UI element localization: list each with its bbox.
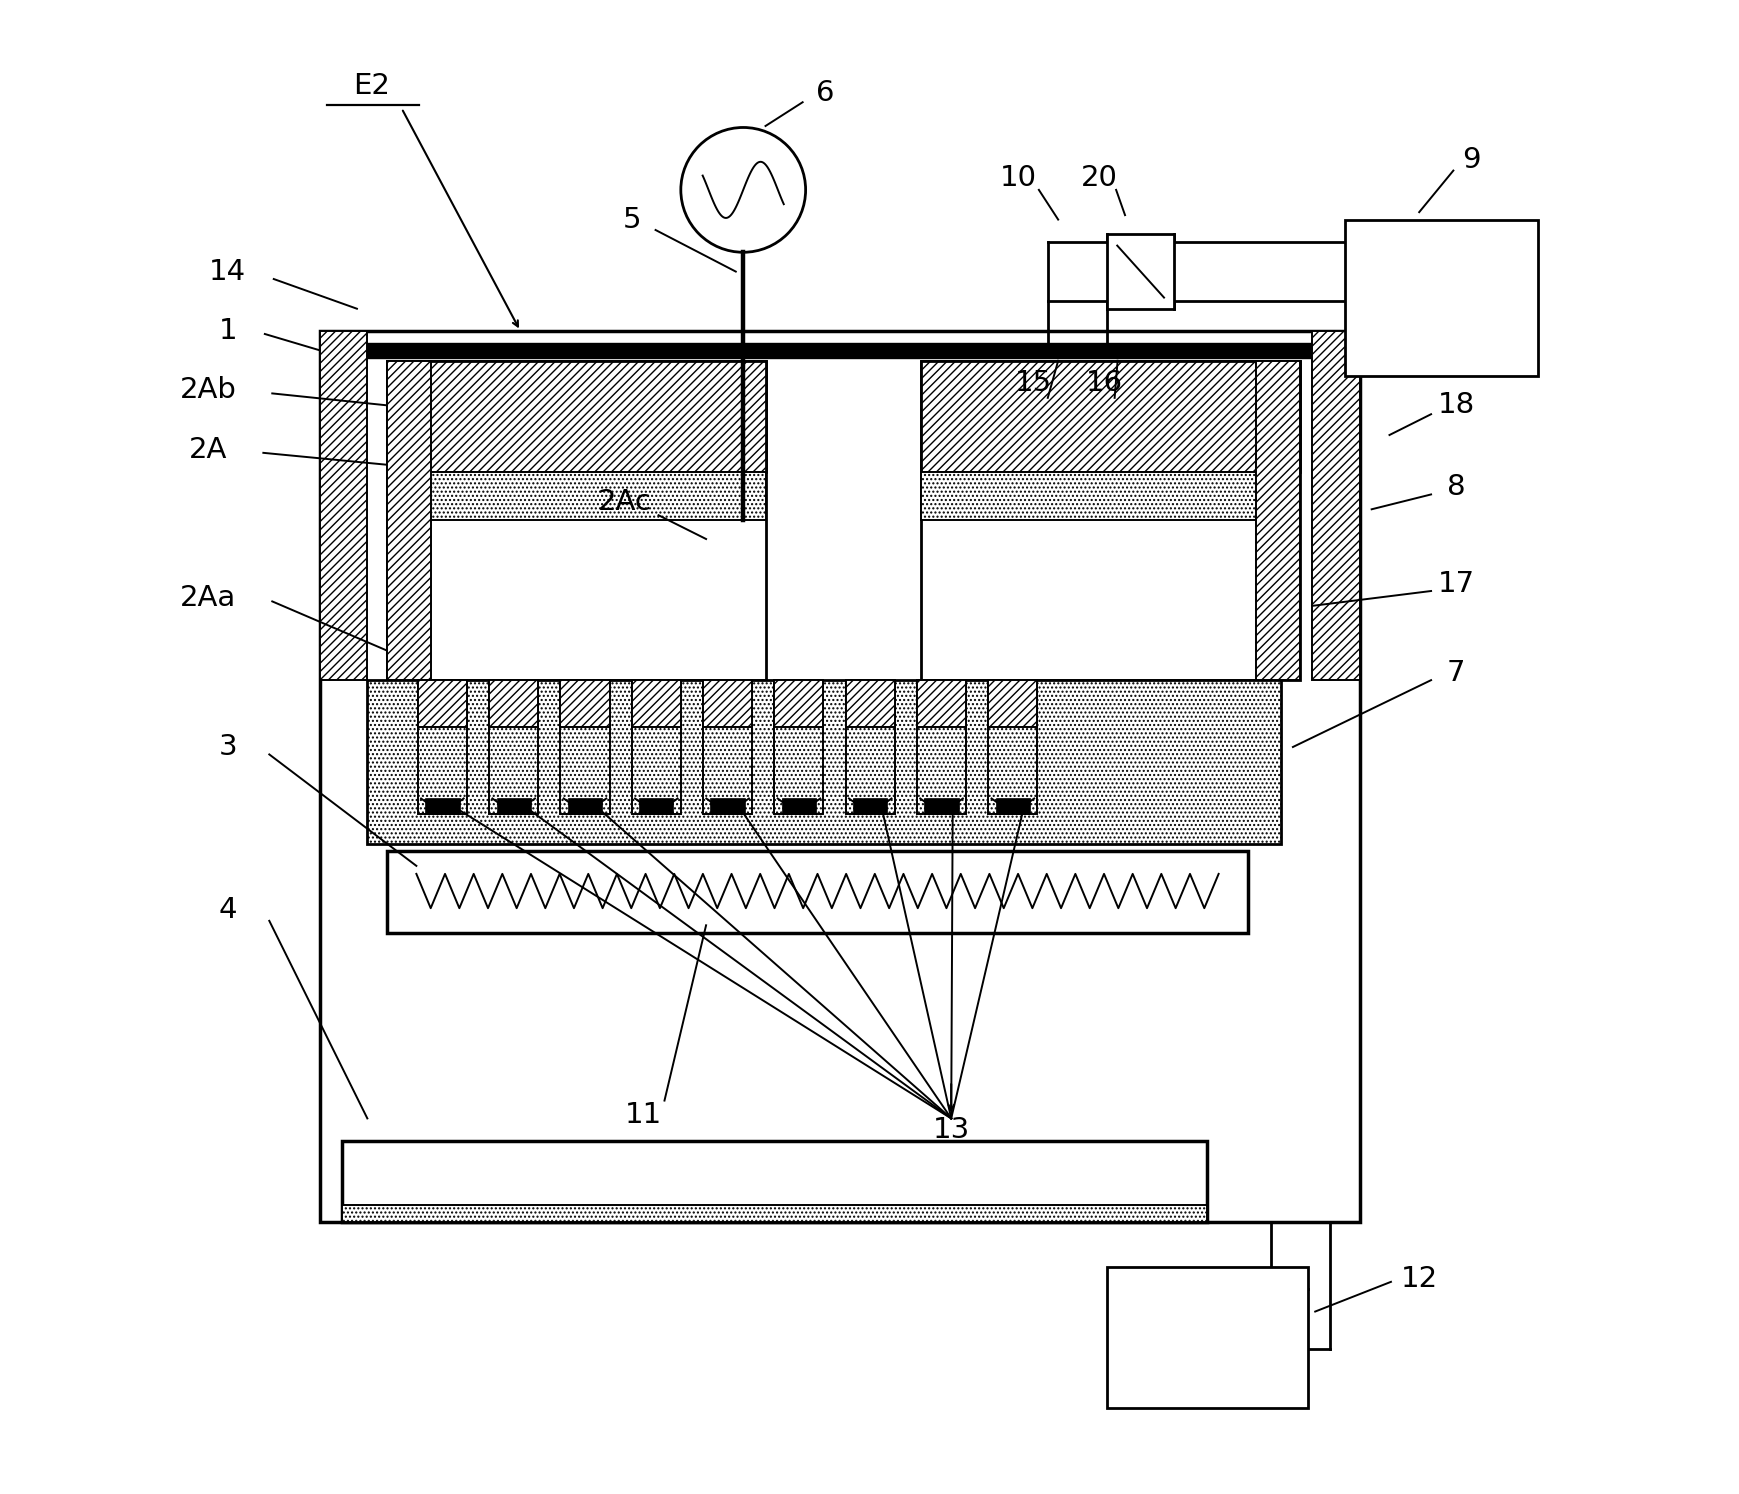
Bar xyxy=(560,680,609,814)
Bar xyxy=(367,680,1282,844)
Bar xyxy=(845,680,896,814)
Bar xyxy=(1313,332,1360,680)
Bar xyxy=(320,344,1360,357)
Text: 3: 3 xyxy=(219,734,237,760)
Text: 14: 14 xyxy=(209,257,247,285)
Text: 8: 8 xyxy=(1447,474,1466,500)
Bar xyxy=(922,472,1301,520)
Text: 16: 16 xyxy=(1085,369,1123,397)
Bar xyxy=(703,680,753,814)
Bar xyxy=(343,1141,1207,1222)
Bar xyxy=(783,798,816,814)
Bar xyxy=(988,680,1038,728)
Bar xyxy=(426,798,459,814)
Text: 5: 5 xyxy=(623,206,642,233)
Text: 10: 10 xyxy=(1000,164,1036,193)
Text: 2A: 2A xyxy=(190,436,228,463)
Bar xyxy=(417,680,466,814)
Text: 2Aa: 2Aa xyxy=(181,584,237,613)
Text: 11: 11 xyxy=(624,1101,663,1129)
Bar xyxy=(386,852,1249,932)
Bar xyxy=(631,680,682,728)
Bar xyxy=(631,680,682,814)
Bar xyxy=(916,680,967,728)
Bar xyxy=(922,360,1301,680)
Bar xyxy=(1344,220,1537,375)
Bar xyxy=(774,680,824,814)
Bar xyxy=(497,798,530,814)
Text: 4: 4 xyxy=(219,896,237,925)
Text: 18: 18 xyxy=(1438,391,1475,420)
Bar xyxy=(386,360,765,680)
Bar xyxy=(386,360,431,680)
Bar xyxy=(569,798,602,814)
Text: 2Ac: 2Ac xyxy=(598,489,652,515)
Text: E2: E2 xyxy=(353,72,390,100)
Text: 15: 15 xyxy=(1014,369,1052,397)
Bar xyxy=(854,798,887,814)
Text: 7: 7 xyxy=(1447,659,1466,687)
Bar xyxy=(996,798,1029,814)
Bar xyxy=(922,360,1301,472)
Text: 20: 20 xyxy=(1082,164,1118,193)
Bar xyxy=(489,680,537,728)
Bar xyxy=(845,680,896,728)
Text: 2Ab: 2Ab xyxy=(179,376,237,405)
Bar xyxy=(640,798,673,814)
Bar xyxy=(711,798,744,814)
Text: 6: 6 xyxy=(816,79,835,108)
Bar xyxy=(386,472,765,520)
Bar xyxy=(320,332,1360,1222)
Bar xyxy=(916,680,967,814)
Text: 17: 17 xyxy=(1438,569,1475,598)
Text: 9: 9 xyxy=(1462,146,1480,175)
Bar xyxy=(1108,235,1174,309)
Bar xyxy=(1256,360,1301,680)
Bar xyxy=(774,680,824,728)
Bar xyxy=(320,332,367,680)
Bar xyxy=(417,680,466,728)
Bar xyxy=(703,680,753,728)
Text: 13: 13 xyxy=(932,1116,970,1144)
Bar xyxy=(925,798,958,814)
Text: 1: 1 xyxy=(219,317,237,345)
Bar xyxy=(1108,1267,1308,1409)
Bar xyxy=(343,1204,1207,1222)
Bar xyxy=(489,680,537,814)
Text: 12: 12 xyxy=(1400,1265,1438,1292)
Bar xyxy=(988,680,1038,814)
Bar xyxy=(560,680,609,728)
Bar xyxy=(386,360,765,472)
